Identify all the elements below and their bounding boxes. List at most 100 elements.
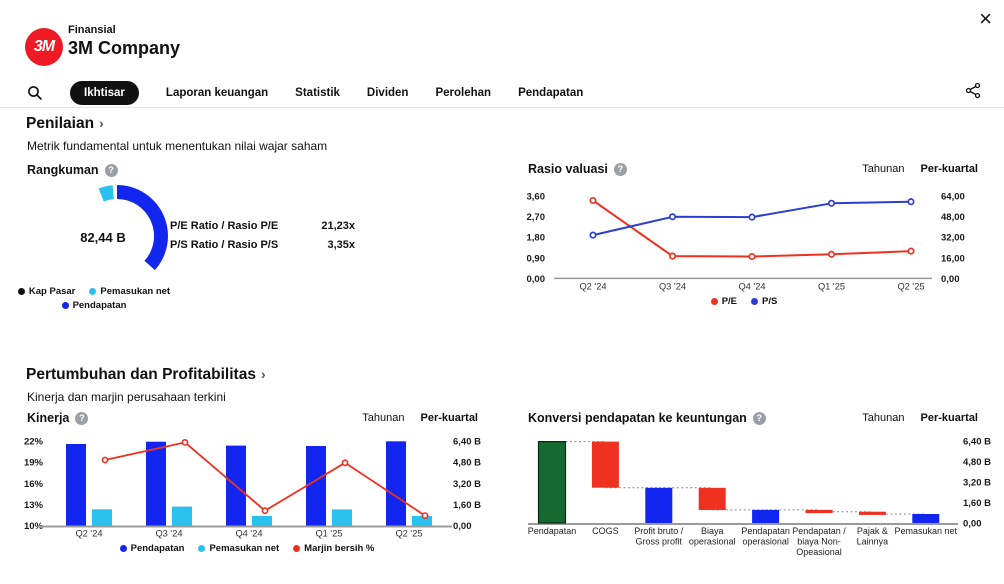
svg-text:64,00: 64,00 bbox=[941, 192, 965, 203]
conversion-panel-head: Konversi pendapatan ke keuntungan ? Tahu… bbox=[528, 411, 978, 425]
legend-item: Pemasukan net bbox=[198, 543, 279, 554]
toggle-annual[interactable]: Tahunan bbox=[862, 412, 905, 424]
svg-text:Profit bruto /: Profit bruto / bbox=[634, 526, 684, 536]
performance-chart: 22% 19% 16% 13% 10% 6,40 B 4,80 B 3,20 B 1,60 B 0… bbox=[24, 437, 481, 539]
svg-text:COGS: COGS bbox=[592, 526, 619, 536]
svg-text:10%: 10% bbox=[24, 521, 44, 532]
metric-label: P/E Ratio / Rasio P/E bbox=[170, 219, 279, 232]
svg-text:Q2 '24: Q2 '24 bbox=[579, 282, 606, 292]
metric-row-pe: P/E Ratio / Rasio P/E 21,23x bbox=[170, 216, 355, 235]
period-toggle: Tahunan Per-kuartal bbox=[862, 412, 978, 424]
svg-text:19%: 19% bbox=[24, 458, 44, 469]
svg-text:Q4 '24: Q4 '24 bbox=[235, 529, 262, 539]
svg-text:0,00: 0,00 bbox=[453, 521, 472, 532]
legend-item: P/E bbox=[710, 296, 737, 307]
svg-text:Q2 '25: Q2 '25 bbox=[395, 529, 422, 539]
svg-text:1,80: 1,80 bbox=[527, 233, 546, 244]
legend-dot-icon bbox=[89, 288, 97, 295]
tab-statistik[interactable]: Statistik bbox=[295, 87, 340, 99]
legend-item: Pemasukan net bbox=[89, 286, 170, 297]
valuation-metrics: P/E Ratio / Rasio P/E 21,23x P/S Ratio /… bbox=[170, 216, 355, 254]
summary-legend: Kap Pasar Pemasukan net Pendapatan bbox=[14, 286, 174, 311]
chevron-right-icon: › bbox=[260, 366, 266, 382]
section-title: Penilaian bbox=[26, 115, 95, 132]
share-button[interactable] bbox=[965, 82, 982, 99]
share-icon bbox=[965, 82, 981, 99]
legend-dot-icon bbox=[293, 545, 301, 552]
svg-text:Q1 '25: Q1 '25 bbox=[315, 529, 342, 539]
svg-text:Q4 '24: Q4 '24 bbox=[738, 282, 765, 292]
toggle-annual[interactable]: Tahunan bbox=[362, 412, 405, 424]
svg-text:13%: 13% bbox=[24, 500, 44, 511]
performance-legend: Pendapatan Pemasukan net Marjin bersih % bbox=[16, 543, 478, 554]
legend-dot-icon bbox=[61, 302, 69, 309]
svg-text:3,20 B: 3,20 B bbox=[963, 478, 991, 489]
toggle-quarterly[interactable]: Per-kuartal bbox=[920, 412, 978, 424]
tab-pendapatan[interactable]: Pendapatan bbox=[518, 87, 584, 99]
section-link-penilaian[interactable]: Penilaian › bbox=[26, 115, 104, 133]
app-logo: 3M bbox=[25, 28, 63, 66]
valuation-chart: 3,60 2,70 1,80 0,90 0,00 64,00 48,00 32,00 16,00… bbox=[527, 192, 965, 292]
legend-item: Pendapatan bbox=[61, 300, 126, 311]
help-icon[interactable]: ? bbox=[613, 162, 627, 176]
summary-panel-title: Rangkuman ? bbox=[27, 163, 118, 177]
legend-dot-icon bbox=[17, 288, 25, 295]
svg-text:Q3 '24: Q3 '24 bbox=[659, 282, 686, 292]
svg-text:16,00: 16,00 bbox=[941, 253, 965, 264]
help-icon[interactable]: ? bbox=[104, 163, 118, 177]
svg-text:4,80 B: 4,80 B bbox=[963, 457, 991, 468]
svg-text:Q1 '25: Q1 '25 bbox=[818, 282, 845, 292]
section-title: Pertumbuhan dan Profitabilitas bbox=[26, 366, 256, 383]
help-icon[interactable]: ? bbox=[752, 411, 766, 425]
help-icon[interactable]: ? bbox=[75, 411, 89, 425]
svg-text:Opeasional: Opeasional bbox=[796, 547, 842, 557]
section-subtitle: Kinerja dan marjin perusahaan terkini bbox=[27, 390, 226, 404]
toggle-annual[interactable]: Tahunan bbox=[862, 163, 905, 175]
svg-text:1,60 B: 1,60 B bbox=[453, 500, 481, 511]
period-toggle: Tahunan Per-kuartal bbox=[362, 412, 478, 424]
tab-ikhtisar[interactable]: Ikhtisar bbox=[70, 81, 139, 105]
svg-text:Pendapatan: Pendapatan bbox=[741, 526, 790, 536]
toggle-quarterly[interactable]: Per-kuartal bbox=[920, 163, 978, 175]
nav-bar: Ikhtisar Laporan keuangan Statistik Dividen… bbox=[26, 80, 583, 106]
page-title: 3M Company bbox=[68, 38, 181, 58]
header-eyebrow: Finansial bbox=[68, 24, 116, 36]
close-icon[interactable]: × bbox=[979, 6, 992, 31]
svg-text:Pendapatan /: Pendapatan / bbox=[792, 526, 846, 536]
conversion-chart-title: Konversi pendapatan ke keuntungan bbox=[528, 411, 747, 425]
svg-text:0,90: 0,90 bbox=[527, 253, 546, 264]
metric-value: 3,35x bbox=[327, 238, 355, 251]
tab-perolehan[interactable]: Perolehan bbox=[435, 87, 492, 99]
summary-title-text: Rangkuman bbox=[27, 163, 99, 177]
svg-text:Q2 '24: Q2 '24 bbox=[75, 529, 102, 539]
legend-item: Marjin bersih % bbox=[293, 543, 374, 554]
svg-text:Gross profit: Gross profit bbox=[636, 537, 683, 547]
chevron-right-icon: › bbox=[99, 115, 104, 131]
search-button[interactable] bbox=[26, 84, 44, 102]
svg-text:6,40 B: 6,40 B bbox=[453, 437, 481, 448]
period-toggle: Tahunan Per-kuartal bbox=[862, 163, 978, 175]
tab-laporan-keuangan[interactable]: Laporan keuangan bbox=[165, 87, 269, 99]
summary-legend-row1: Kap Pasar Pemasukan net bbox=[14, 286, 174, 297]
svg-text:4,80 B: 4,80 B bbox=[453, 458, 481, 469]
svg-text:3,60: 3,60 bbox=[527, 192, 546, 203]
performance-chart-title: Kinerja bbox=[27, 411, 70, 425]
legend-item: Pendapatan bbox=[119, 543, 184, 554]
valuation-chart-title: Rasio valuasi bbox=[528, 162, 608, 176]
nav-divider bbox=[0, 107, 1004, 108]
svg-text:6,40 B: 6,40 B bbox=[963, 437, 991, 448]
svg-text:Q3 '24: Q3 '24 bbox=[155, 529, 182, 539]
toggle-quarterly[interactable]: Per-kuartal bbox=[420, 412, 478, 424]
svg-text:16%: 16% bbox=[24, 479, 44, 490]
svg-text:3,20 B: 3,20 B bbox=[453, 479, 481, 490]
legend-item: Kap Pasar bbox=[17, 286, 75, 297]
metric-row-ps: P/S Ratio / Rasio P/S 3,35x bbox=[170, 235, 355, 254]
tab-dividen[interactable]: Dividen bbox=[366, 87, 409, 99]
svg-text:2,70: 2,70 bbox=[527, 212, 546, 223]
legend-item: P/S bbox=[751, 296, 777, 307]
performance-panel-head: Kinerja ? Tahunan Per-kuartal bbox=[27, 411, 478, 425]
summary-legend-row2: Pendapatan bbox=[14, 300, 174, 311]
section-link-pertumbuhan[interactable]: Pertumbuhan dan Profitabilitas › bbox=[26, 366, 266, 384]
svg-text:0,00: 0,00 bbox=[527, 274, 546, 285]
svg-text:Pendapatan: Pendapatan bbox=[528, 526, 577, 536]
